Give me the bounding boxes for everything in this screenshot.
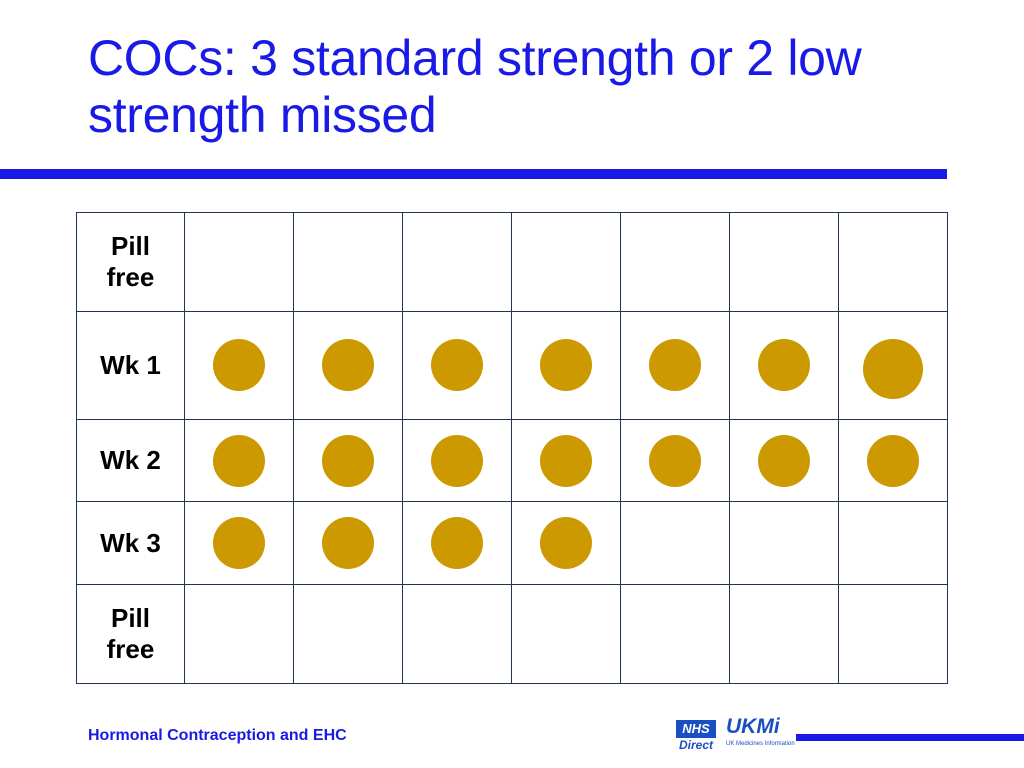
- pill-cell: [838, 584, 948, 684]
- ukmi-logo-main: UKMi: [726, 715, 780, 738]
- pill-cell: [511, 501, 621, 586]
- pill-cell: [620, 310, 730, 420]
- pill-cell: [838, 418, 948, 503]
- pill-cell: [729, 212, 839, 312]
- row-label-wk2: Wk 2: [76, 418, 185, 503]
- row-label-wk1: Wk 1: [76, 310, 185, 420]
- pill-icon: [213, 434, 265, 487]
- nhs-direct-logo: NHS Direct: [676, 720, 716, 754]
- pill-cell: [729, 584, 839, 684]
- pill-cell: [729, 418, 839, 503]
- pill-icon: [758, 434, 810, 487]
- pill-icon: [431, 517, 483, 570]
- pill-icon: [863, 339, 923, 400]
- row-label-pill-free-bottom: Pill free: [76, 584, 185, 684]
- pill-icon: [431, 339, 483, 392]
- slide-title: COCs: 3 standard strength or 2 low stren…: [88, 30, 862, 143]
- pill-cell: [184, 501, 294, 586]
- pill-cell: [293, 584, 403, 684]
- pill-icon: [322, 339, 374, 392]
- pill-cell: [402, 418, 512, 503]
- pill-icon: [867, 434, 919, 487]
- pill-cell: [184, 310, 294, 420]
- pill-cell: [402, 501, 512, 586]
- pill-cell: [511, 212, 621, 312]
- pill-cell: [511, 584, 621, 684]
- pill-cell: [838, 310, 948, 420]
- footer-divider: [796, 734, 1024, 741]
- pill-icon: [540, 517, 592, 570]
- table-row: Pill free: [76, 212, 948, 312]
- pill-icon: [758, 339, 810, 392]
- pill-cell: [402, 310, 512, 420]
- pill-cell: [293, 501, 403, 586]
- table-row: Wk 1: [76, 310, 948, 420]
- table-row: Wk 3: [76, 501, 948, 586]
- pill-icon: [322, 434, 374, 487]
- pill-cell: [184, 212, 294, 312]
- pill-cell: [293, 310, 403, 420]
- pill-icon: [322, 517, 374, 570]
- table-row: Wk 2: [76, 418, 948, 503]
- pill-icon: [213, 517, 265, 570]
- nhs-logo-sub: Direct: [678, 738, 713, 752]
- pill-cell: [184, 418, 294, 503]
- pill-cell: [293, 418, 403, 503]
- pill-cell: [620, 584, 730, 684]
- pill-cell: [729, 501, 839, 586]
- pill-icon: [649, 339, 701, 392]
- pill-cell: [511, 310, 621, 420]
- row-label-wk3: Wk 3: [76, 501, 185, 586]
- pill-cell: [293, 212, 403, 312]
- pill-cell: [620, 501, 730, 586]
- pill-icon: [540, 339, 592, 392]
- nhs-logo-box: NHS: [676, 720, 716, 738]
- pill-cell: [402, 212, 512, 312]
- pill-cell: [729, 310, 839, 420]
- pill-icon: [540, 434, 592, 487]
- pill-cell: [620, 212, 730, 312]
- pill-icon: [213, 339, 265, 392]
- ukmi-logo: UKMi UK Medicines Information: [726, 714, 795, 758]
- pill-cell: [402, 584, 512, 684]
- ukmi-logo-sub: UK Medicines Information: [726, 741, 795, 747]
- pill-cell: [838, 501, 948, 586]
- pill-cell: [620, 418, 730, 503]
- table-row: Pill free: [76, 584, 948, 684]
- footer-text: Hormonal Contraception and EHC: [88, 727, 347, 744]
- pill-cell: [184, 584, 294, 684]
- pill-icon: [649, 434, 701, 487]
- row-label-pill-free-top: Pill free: [76, 212, 185, 312]
- pill-cell: [511, 418, 621, 503]
- pill-cell: [838, 212, 948, 312]
- pill-calendar-table: Pill free Wk 1 Wk 2: [76, 212, 948, 684]
- pill-icon: [431, 434, 483, 487]
- title-divider: [0, 169, 947, 179]
